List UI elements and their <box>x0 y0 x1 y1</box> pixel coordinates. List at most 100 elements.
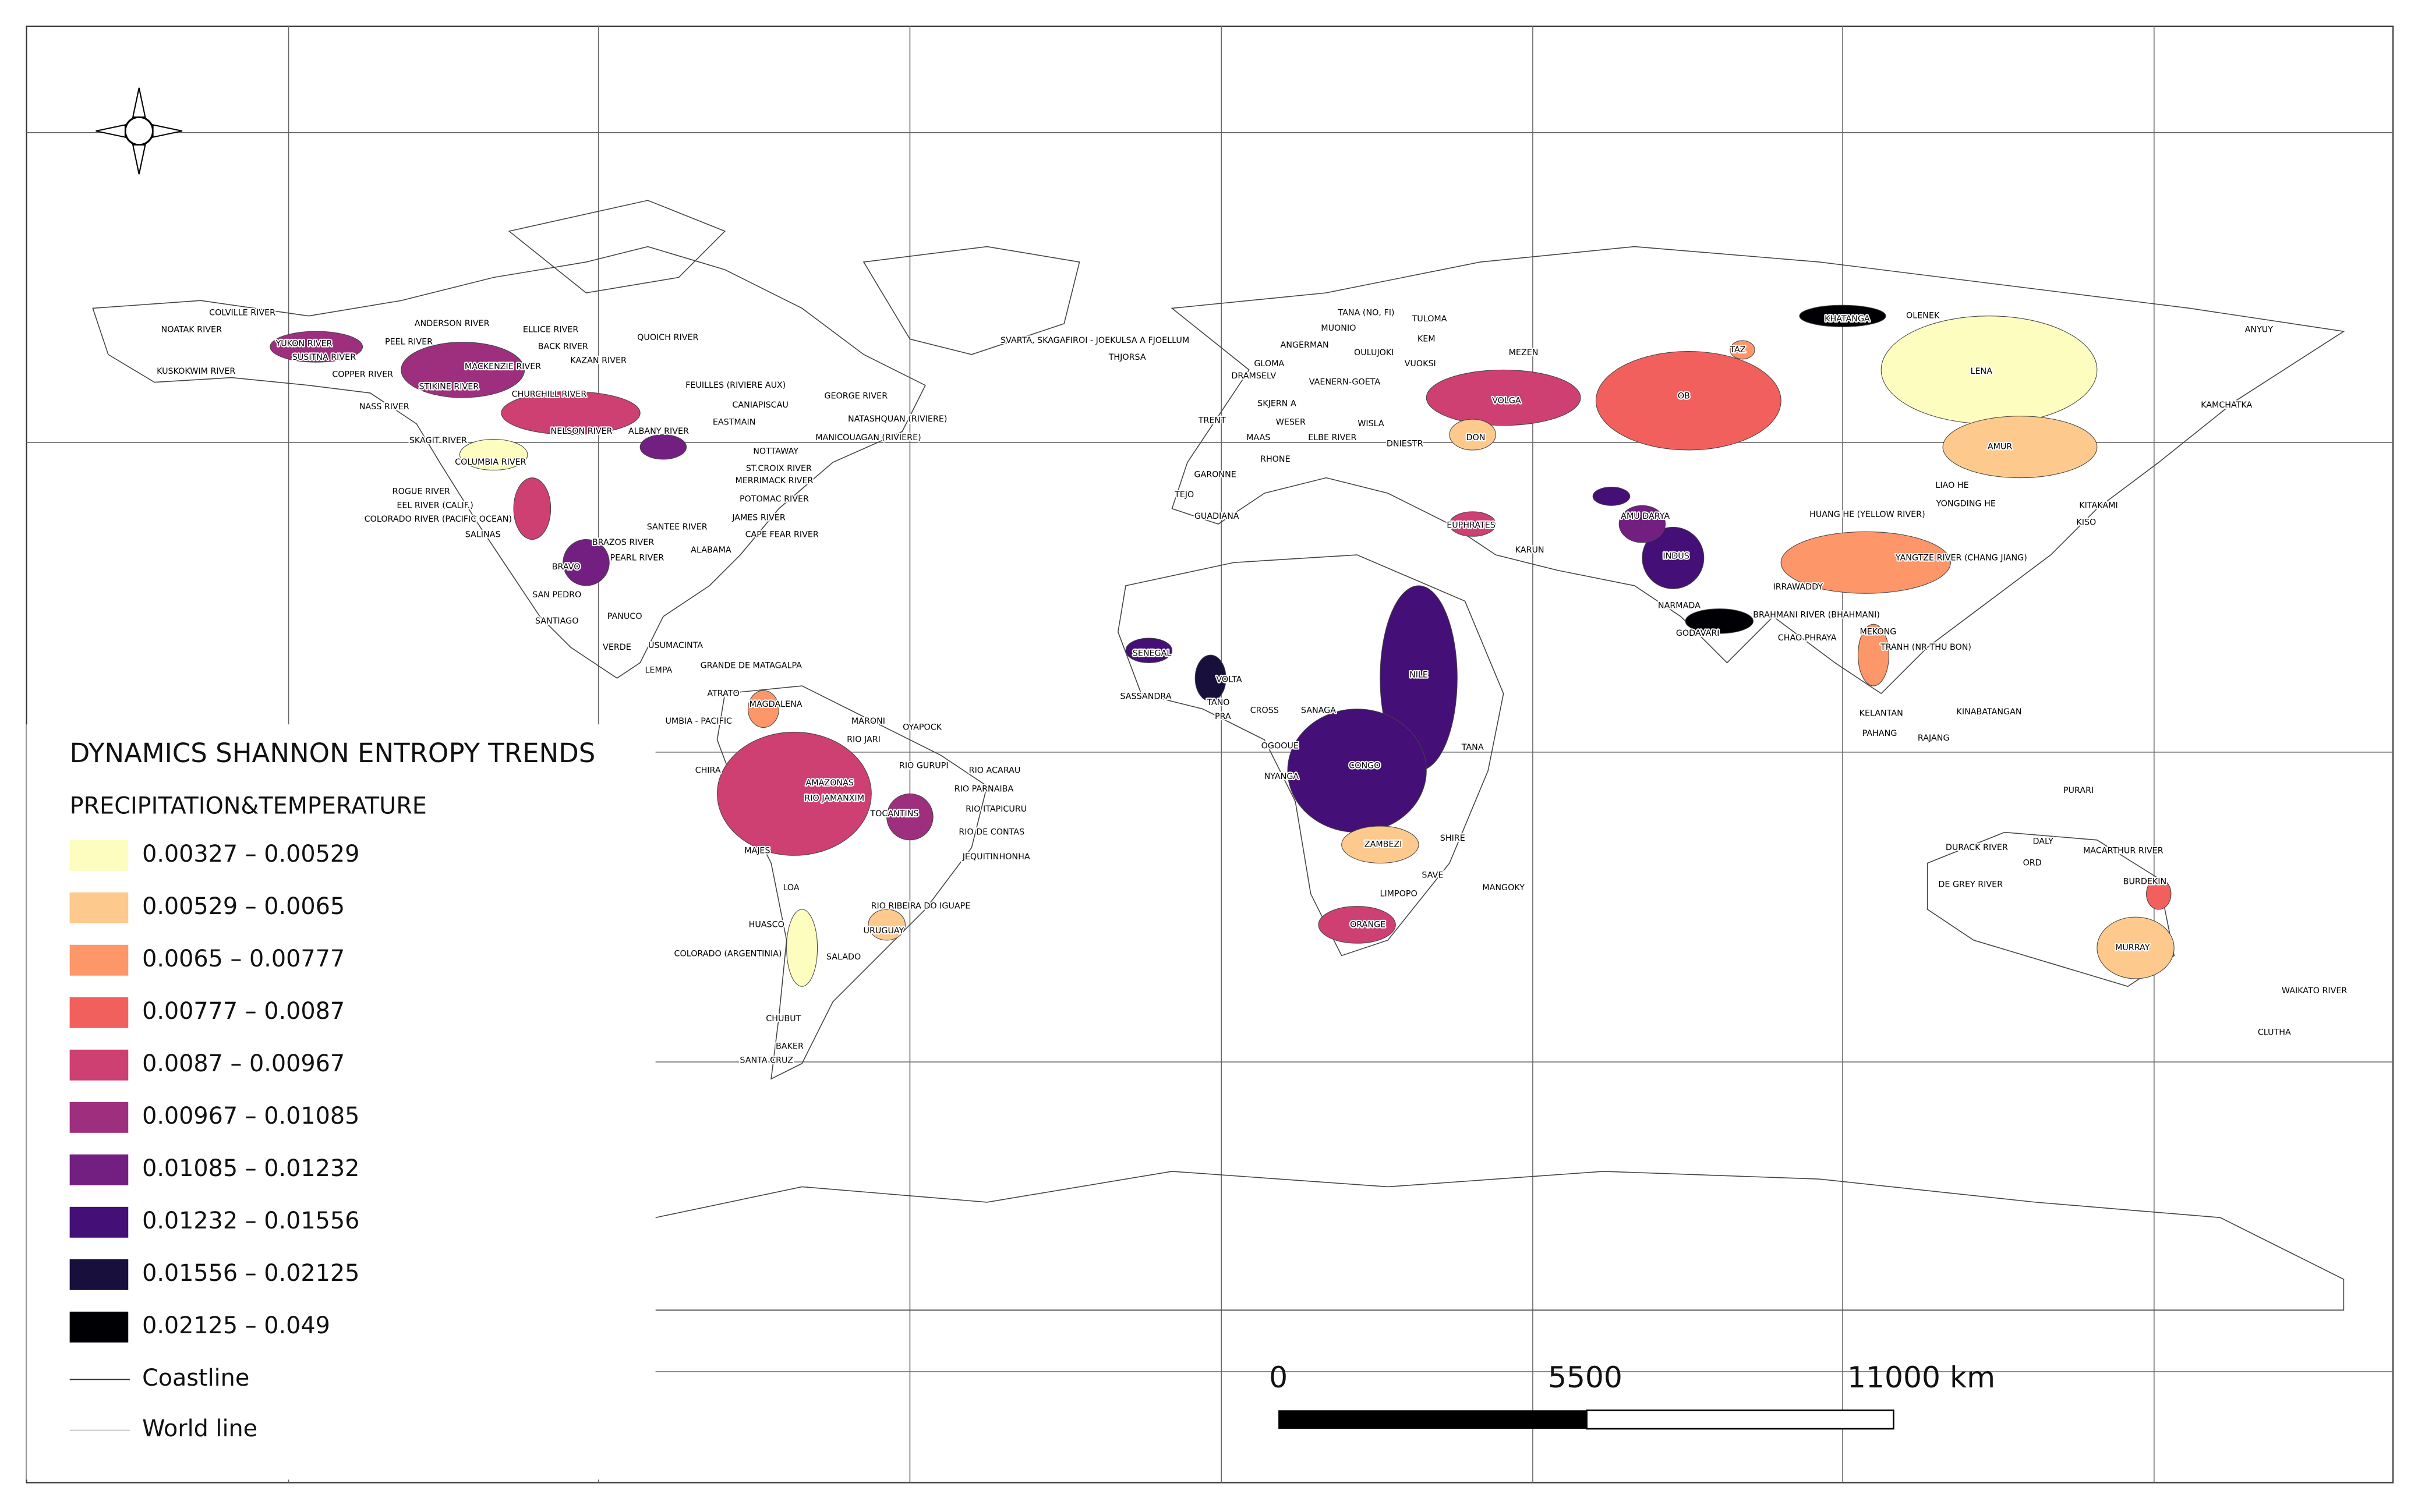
basin <box>513 477 552 540</box>
river-label: KHATANGA <box>1825 314 1870 324</box>
river-label: ORD <box>2023 858 2042 867</box>
river-label: NYANGA <box>1264 772 1299 781</box>
legend-label: 0.00529 – 0.0065 <box>142 893 345 920</box>
legend-coastline: Coastline <box>142 1365 249 1391</box>
legend: DYNAMICS SHANNON ENTROPY TRENDS PRECIPIT… <box>69 738 595 1442</box>
river-label: TRENT <box>1198 416 1226 426</box>
river-label: COLUMBIA RIVER <box>455 458 526 467</box>
river-label: GEORGE RIVER <box>824 391 888 401</box>
river-label: GLOMA <box>1254 359 1284 369</box>
river-label: KISO <box>2076 518 2096 527</box>
river-label: EASTMAIN <box>713 417 756 427</box>
river-label: COLORADO RIVER (PACIFIC OCEAN) <box>365 515 512 524</box>
river-label: CHURCHILL RIVER <box>512 390 587 399</box>
river-label: USUMACINTA <box>648 641 703 650</box>
river-label: MAAS <box>1246 433 1270 442</box>
river-label: RIO GURUPI <box>899 762 949 771</box>
river-label: KAMCHATKA <box>2201 401 2252 410</box>
river-label: RIO JARI <box>847 735 881 745</box>
basin <box>1942 416 2098 479</box>
basin <box>1642 526 1705 589</box>
river-label: PAHANG <box>1862 729 1897 738</box>
river-label: INDUS <box>1663 552 1689 561</box>
river-label: BRAZOS RIVER <box>592 538 654 547</box>
river-label: MEKONG <box>1860 627 1896 636</box>
river-label: ALABAMA <box>691 546 731 555</box>
river-label: BRAHMANI RIVER (BHAHMANI) <box>1753 610 1880 619</box>
scale-label: 11000 km <box>1847 1360 1995 1394</box>
river-label: MERRIMACK RIVER <box>735 476 813 486</box>
scale-label: 5500 <box>1548 1360 1622 1394</box>
river-label: EEL RIVER (CALIF.) <box>397 501 473 510</box>
river-label: RIO RIBEIRA DO IGUAPE <box>871 902 971 911</box>
basin <box>1194 654 1226 702</box>
river-label: MUONIO <box>1321 324 1356 333</box>
legend-swatch <box>69 840 129 871</box>
river-label: MURRAY <box>2115 943 2150 952</box>
river-label: CHIRA <box>695 766 721 776</box>
river-label: RHONE <box>1260 455 1291 464</box>
river-label: PANUCO <box>607 612 642 621</box>
river-label: MEZEN <box>1509 348 1539 357</box>
river-label: TRANH (NR THU BON) <box>1880 643 1971 652</box>
river-label: VAENERN-GOETA <box>1309 378 1381 387</box>
river-label: TANA <box>1461 743 1484 752</box>
basin <box>716 731 872 856</box>
basin <box>1449 419 1496 451</box>
river-label: SANTEE RIVER <box>647 522 708 532</box>
legend-panel <box>26 724 656 1480</box>
river-label: ST.CROIX RIVER <box>746 464 812 473</box>
river-label: RAJANG <box>1918 734 1950 743</box>
basin <box>1341 826 1419 864</box>
legend-label: 0.01556 – 0.02125 <box>142 1260 359 1287</box>
river-label: MAJES <box>744 846 770 855</box>
river-label: RIO ACARAU <box>969 766 1021 776</box>
river-label: ORANGE <box>1350 920 1385 929</box>
river-label: SENEGAL <box>1133 649 1172 658</box>
river-label: LOA <box>783 883 799 893</box>
river-label: NILE <box>1409 671 1428 680</box>
legend-label: 0.0087 – 0.00967 <box>142 1050 345 1077</box>
basin <box>1592 487 1631 506</box>
legend-swatch <box>69 1311 129 1343</box>
river-label: AMUR <box>1988 442 2013 452</box>
river-label: BAKER <box>776 1042 804 1051</box>
river-label: SAVE <box>1422 871 1443 880</box>
river-label: KINABATANGAN <box>1956 707 2021 717</box>
river-label: MACARTHUR RIVER <box>2083 846 2164 855</box>
river-label: DON <box>1466 433 1486 442</box>
legend-swatch <box>69 1102 129 1133</box>
river-label: NOATAK RIVER <box>161 325 222 335</box>
river-label: YONGDING HE <box>1936 500 1996 509</box>
river-label: ANYUY <box>2245 325 2274 335</box>
river-label: CLUTHA <box>2258 1028 2291 1037</box>
river-label: IRRAWADDY <box>1773 583 1823 592</box>
basin <box>401 342 525 398</box>
legend-world-line: World line <box>142 1415 257 1442</box>
river-label: FEUILLES (RIVIERE AUX) <box>685 381 786 390</box>
river-label: SVARTA, SKAGAFIROI - JOEKULSA A FJOELLUM <box>1001 336 1189 345</box>
basin <box>886 793 934 841</box>
river-label: TEJO <box>1174 490 1194 500</box>
basin <box>747 690 779 728</box>
river-label: STIKINE RIVER <box>419 382 479 391</box>
river-label: UMBIA - PACIFIC <box>665 717 732 726</box>
river-label: GODAVARI <box>1676 629 1720 638</box>
basin <box>639 434 687 460</box>
river-label: THJORSA <box>1108 353 1146 362</box>
river-label: SAN PEDRO <box>532 590 581 600</box>
river-label: TANO <box>1206 698 1229 707</box>
river-label: PRA <box>1215 712 1231 721</box>
river-label: SKJERN A <box>1257 399 1296 409</box>
river-label: NASS RIVER <box>359 402 409 412</box>
river-label: MARONI <box>851 717 885 726</box>
river-label: NATASHQUAN (RIVIERE) <box>848 415 947 424</box>
river-label: LIMPOPO <box>1380 889 1417 898</box>
river-label: LEMPA <box>645 666 673 675</box>
river-label: NOTTAWAY <box>753 447 798 456</box>
river-label: KAZAN RIVER <box>570 356 627 365</box>
river-label: SHIRE <box>1440 834 1465 843</box>
basin <box>786 909 818 987</box>
legend-label: 0.01232 – 0.01556 <box>142 1208 359 1234</box>
river-label: KITAKAMI <box>2079 501 2117 510</box>
